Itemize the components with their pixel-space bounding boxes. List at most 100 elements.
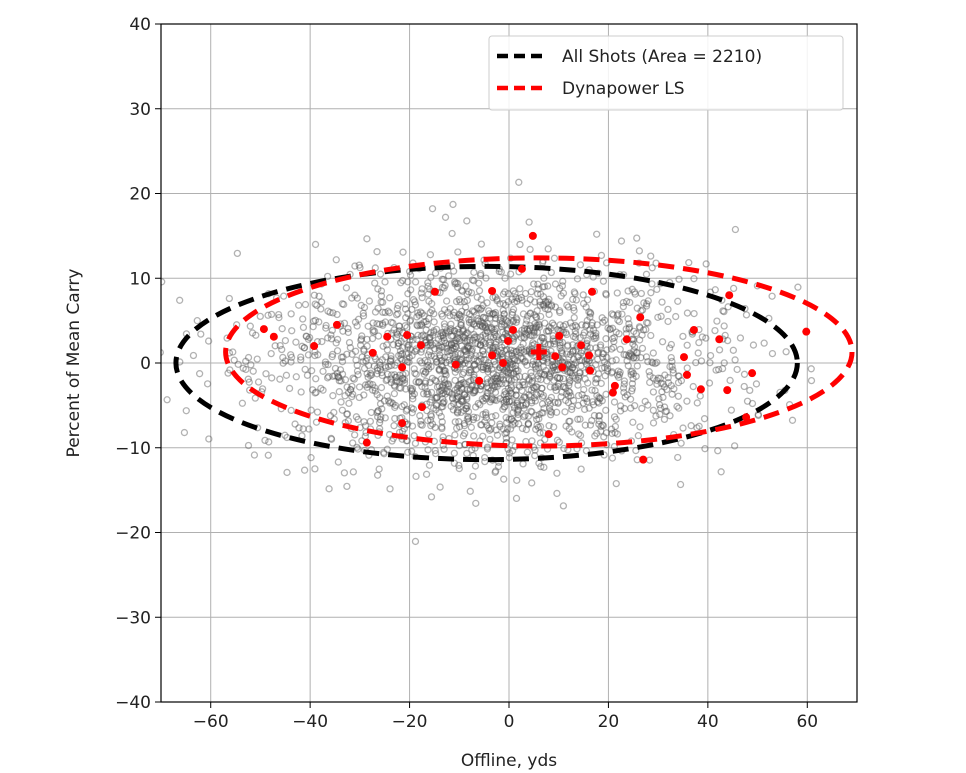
all-shots-point — [620, 404, 629, 413]
all-shots-point — [608, 429, 616, 438]
all-shots-point — [656, 410, 664, 419]
all-shots-point — [568, 372, 577, 380]
all-shots-point — [551, 280, 560, 288]
all-shots-point — [631, 401, 639, 410]
all-shots-point — [457, 321, 465, 329]
all-shots-point — [344, 324, 352, 333]
all-shots-point — [440, 334, 448, 342]
all-shots-point — [575, 372, 583, 381]
all-shots-point — [424, 446, 432, 454]
all-shots-point — [532, 365, 540, 373]
all-shots-point — [501, 346, 509, 355]
all-shots-point — [533, 307, 541, 315]
all-shots-point — [486, 398, 494, 406]
all-shots-point — [534, 360, 542, 368]
all-shots-point — [446, 305, 454, 313]
all-shots-point — [575, 430, 583, 438]
all-shots-point — [505, 453, 514, 462]
all-shots-point — [437, 357, 446, 365]
all-shots-point — [649, 419, 658, 427]
all-shots-point — [470, 268, 478, 277]
all-shots-point — [395, 384, 403, 392]
all-shots-point — [395, 322, 404, 330]
all-shots-point — [496, 314, 505, 322]
all-shots-point — [422, 326, 430, 334]
all-shots-point — [535, 320, 543, 328]
all-shots-point — [469, 389, 477, 397]
all-shots-point — [478, 395, 486, 403]
all-shots-point — [491, 374, 499, 382]
all-shots-point — [513, 357, 522, 365]
all-shots-point — [189, 351, 198, 360]
all-shots-point — [486, 314, 494, 322]
all-shots-point — [500, 310, 508, 318]
all-shots-point — [376, 361, 384, 369]
all-shots-point — [460, 419, 468, 428]
all-shots-point — [468, 276, 477, 284]
all-shots-point — [410, 365, 418, 373]
all-shots-point — [538, 384, 546, 392]
all-shots-point — [324, 307, 332, 315]
all-shots-point — [649, 349, 657, 357]
all-shots-point — [702, 334, 710, 342]
all-shots-point — [468, 445, 476, 454]
all-shots-point — [377, 287, 386, 295]
all-shots-point — [542, 367, 550, 375]
all-shots-point — [407, 447, 416, 456]
all-shots-point — [283, 468, 291, 477]
all-shots-point — [281, 357, 290, 365]
all-shots-point — [378, 405, 386, 413]
all-shots-point — [463, 308, 471, 317]
all-shots-point — [593, 375, 601, 383]
all-shots-point — [624, 287, 632, 295]
all-shots-point — [538, 333, 546, 342]
all-shots-point — [499, 290, 508, 298]
all-shots-point — [632, 372, 640, 380]
all-shots-point — [367, 369, 375, 377]
all-shots-point — [656, 404, 665, 412]
all-shots-point — [415, 378, 424, 386]
all-shots-point — [393, 333, 401, 341]
all-shots-point — [461, 331, 469, 339]
all-shots-point — [476, 320, 484, 329]
all-shots-point — [308, 386, 317, 394]
all-shots-point — [522, 400, 530, 408]
all-shots-point — [374, 304, 382, 312]
all-shots-point — [344, 389, 353, 397]
all-shots-point — [487, 425, 495, 433]
all-shots-point — [660, 403, 669, 411]
all-shots-point — [390, 390, 399, 398]
all-shots-point — [468, 345, 476, 353]
all-shots-point — [334, 458, 342, 466]
dynapower-point — [475, 376, 484, 385]
all-shots-point — [487, 378, 495, 386]
all-shots-point — [343, 410, 351, 418]
all-shots-point — [440, 445, 448, 453]
ellipses — [173, 255, 855, 463]
all-shots-point — [480, 313, 488, 321]
all-shots-point — [733, 365, 741, 374]
dynapower-point — [725, 291, 734, 300]
all-shots-point — [317, 384, 325, 393]
all-shots-point — [658, 388, 666, 396]
all-shots-point — [346, 385, 355, 394]
all-shots-point — [463, 342, 472, 351]
all-shots-point — [462, 401, 470, 410]
all-shots-point — [504, 392, 513, 400]
all-shots-point — [459, 325, 467, 333]
all-shots-point — [511, 375, 519, 384]
all-shots-point — [516, 372, 524, 381]
all-shots-point — [487, 396, 495, 404]
all-shots-point — [373, 248, 381, 256]
all-shots-point — [379, 308, 387, 316]
all-shots-point — [402, 407, 410, 415]
all-shots-point — [612, 415, 620, 423]
all-shots-point — [596, 395, 604, 403]
all-shots-point — [517, 343, 525, 352]
all-shots-point — [326, 412, 335, 420]
all-shots-point — [645, 456, 654, 464]
all-shots-point — [252, 331, 260, 339]
x-tick-label: 60 — [796, 712, 818, 732]
all-shots-point — [522, 425, 530, 434]
all-shots-point — [364, 322, 372, 330]
